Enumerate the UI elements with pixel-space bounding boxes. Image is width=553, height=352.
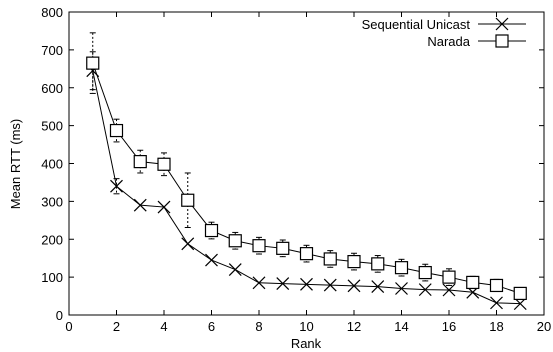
x-tick-label: 0 (65, 319, 72, 334)
sequential-unicast-point (205, 253, 218, 267)
y-tick-label: 200 (41, 232, 63, 247)
sequential-unicast-point (181, 237, 195, 251)
y-tick-label: 700 (41, 43, 63, 58)
legend: Sequential Unicast Narada (362, 17, 526, 49)
narada-point (133, 155, 147, 169)
sequential-unicast-point (110, 179, 123, 193)
series-markers (86, 56, 527, 311)
sequential-unicast-point (252, 276, 266, 290)
sequential-unicast-point (490, 296, 503, 310)
narada-point (513, 286, 527, 301)
narada-point (252, 239, 266, 253)
axis-ticks (68, 11, 545, 316)
narada-point (157, 157, 171, 171)
narada-point (418, 265, 432, 280)
narada-point (442, 270, 456, 284)
x-tick-label: 2 (113, 319, 120, 334)
series-lines (92, 62, 521, 305)
y-tick-label: 600 (41, 81, 63, 96)
y-tick-label: 100 (41, 270, 63, 285)
legend-label-narada: Narada (427, 34, 470, 49)
sequential-unicast-point (395, 282, 408, 295)
x-axis-title: Rank (291, 336, 322, 351)
narada-point (276, 241, 290, 255)
narada-point (323, 252, 337, 266)
x-tick-label: 14 (394, 319, 408, 334)
y-axis-title: Mean RTT (ms) (8, 119, 23, 210)
narada-error-bar (184, 172, 191, 229)
y-tick-label: 0 (56, 308, 63, 323)
legend-label-sequential-unicast: Sequential Unicast (362, 17, 471, 32)
narada-point (394, 261, 409, 275)
error-bars (89, 32, 500, 293)
sequential-unicast-point (371, 280, 385, 294)
y-tick-label: 500 (41, 119, 63, 134)
legend-marker-narada (495, 34, 509, 48)
narada-point (228, 234, 242, 248)
sequential-unicast-point (323, 278, 337, 292)
sequential-unicast-point (442, 283, 456, 297)
x-tick-label: 8 (255, 319, 262, 334)
y-tick-label: 800 (41, 5, 63, 20)
narada-point (466, 275, 480, 290)
narada-error-bar (89, 32, 96, 94)
narada-error-bar (161, 152, 167, 177)
x-tick-label: 16 (442, 319, 456, 334)
x-tick-label: 10 (299, 319, 313, 334)
sequential-unicast-point (418, 283, 432, 297)
x-tick-label: 20 (537, 319, 551, 334)
sequential-unicast-point (133, 198, 147, 212)
sequential-unicast-point (300, 277, 313, 291)
sequential-unicast-point (276, 277, 290, 290)
narada-point (371, 257, 385, 271)
x-tick-label: 6 (208, 319, 215, 334)
narada-error-bar (113, 118, 120, 143)
sequential-unicast-point (157, 200, 171, 214)
narada-point (347, 254, 361, 269)
legend-marker-sequential-unicast (495, 17, 509, 31)
narada-point (299, 247, 314, 261)
x-tick-label: 4 (160, 319, 167, 334)
sequential-unicast-point (347, 279, 361, 293)
narada-point (181, 193, 195, 207)
sequential-unicast-line (92, 70, 521, 305)
narada-point (204, 223, 219, 238)
narada-point (489, 278, 504, 293)
axis-tick-labels: 0 2 4 6 8 10 12 14 16 18 2001002003004005006007008… (41, 5, 551, 334)
y-tick-label: 300 (41, 194, 63, 209)
x-tick-label: 18 (489, 319, 503, 334)
x-tick-label: 12 (347, 319, 361, 334)
narada-point (109, 123, 124, 138)
sequential-unicast-point (228, 263, 242, 276)
narada-error-bar (137, 149, 144, 174)
narada-point (86, 56, 100, 70)
y-tick-label: 400 (41, 157, 63, 172)
